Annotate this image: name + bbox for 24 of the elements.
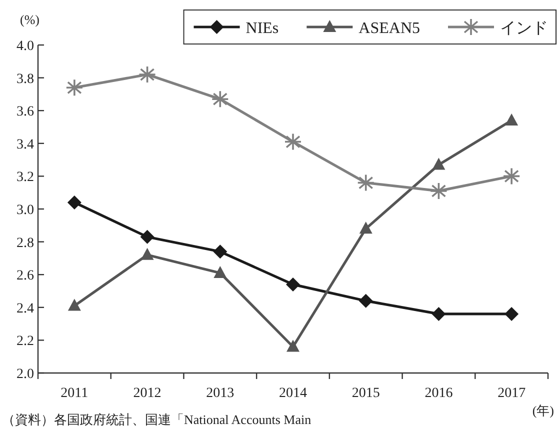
annotation: （資料）各国政府統計、国連「National Accounts Main [2, 412, 312, 427]
point [67, 195, 82, 210]
point [68, 298, 81, 311]
point [430, 182, 448, 200]
xlabel: (年) [532, 403, 554, 418]
point [140, 230, 154, 244]
point [504, 306, 519, 321]
point [213, 244, 228, 259]
ylabel: (%) [20, 12, 40, 27]
point [138, 66, 156, 84]
point [140, 248, 154, 260]
point [284, 132, 302, 151]
point [432, 306, 446, 321]
point [214, 266, 227, 278]
point [66, 78, 84, 97]
point [502, 167, 520, 186]
point [286, 277, 300, 292]
point [356, 174, 375, 192]
point [505, 113, 518, 126]
point [358, 294, 373, 308]
point [432, 158, 446, 170]
point [359, 222, 372, 234]
point [211, 90, 230, 108]
point [286, 340, 300, 352]
